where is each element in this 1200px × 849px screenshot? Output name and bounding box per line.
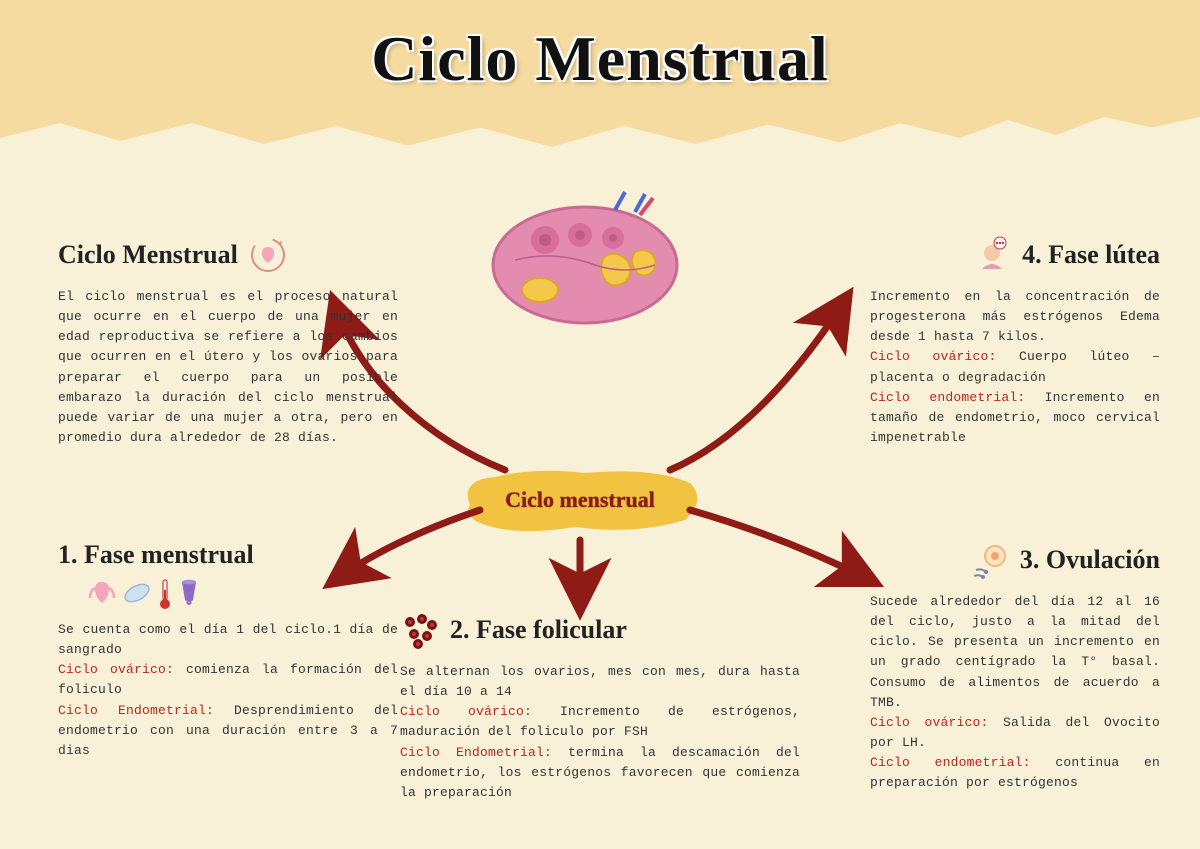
body-line: Ciclo endometrial: Incremento en tamaño … — [870, 388, 1160, 448]
body-line: Ciclo endometrial: continua en preparaci… — [870, 753, 1160, 793]
cycle-label: Ciclo ovárico: — [400, 704, 532, 719]
hub-label: Ciclo menstrual — [505, 487, 655, 513]
menstrual-body: Se cuenta como el día 1 del ciclo.1 día … — [58, 620, 398, 761]
page-title: Ciclo Menstrual — [371, 22, 829, 96]
cycle-label: Ciclo ovárico: — [870, 715, 989, 730]
cycle-label: Ciclo ovárico: — [58, 662, 174, 677]
cup-icon — [178, 578, 200, 610]
body-line: Ciclo ovárico: comienza la formación del… — [58, 660, 398, 700]
folicular-title-row: 2. Fase folicular — [400, 610, 800, 650]
cycle-label: Ciclo endometrial: — [870, 755, 1031, 770]
section-ovulacion: 3. Ovulación Sucede alrededor del día 12… — [870, 540, 1160, 793]
section-menstrual: 1. Fase menstrual Se cuenta como el día … — [58, 540, 398, 761]
folicular-title: 2. Fase folicular — [450, 615, 627, 645]
lutea-title: 4. Fase lútea — [1022, 240, 1160, 270]
cycle-label: Ciclo endometrial: — [870, 390, 1025, 405]
intro-title: Ciclo Menstrual — [58, 240, 238, 270]
cycle-label: Ciclo Endometrial: — [400, 745, 552, 760]
body-line: Se alternan los ovarios, mes con mes, du… — [400, 662, 800, 702]
ovulacion-title: 3. Ovulación — [1020, 545, 1160, 575]
body-line: Sucede alrededor del día 12 al 16 del ci… — [870, 592, 1160, 713]
uterus-icon — [88, 578, 116, 610]
body-line: Incremento en la concentración de proges… — [870, 287, 1160, 347]
uterus-cycle-icon — [248, 235, 288, 275]
ovulacion-body: Sucede alrededor del día 12 al 16 del ci… — [870, 592, 1160, 793]
body-line: Ciclo ovárico: Cuerpo lúteo – placenta o… — [870, 347, 1160, 387]
folicular-body: Se alternan los ovarios, mes con mes, du… — [400, 662, 800, 803]
body-line: Ciclo ovárico: Incremento de estrógenos,… — [400, 702, 800, 742]
cycle-label: Ciclo ovárico: — [870, 349, 997, 364]
intro-title-row: Ciclo Menstrual — [58, 235, 398, 275]
lutea-title-row: 4. Fase lútea — [870, 235, 1160, 275]
section-folicular: 2. Fase folicular Se alternan los ovario… — [400, 610, 800, 803]
cycle-label: Ciclo Endometrial: — [58, 703, 214, 718]
lutea-body: Incremento en la concentración de proges… — [870, 287, 1160, 448]
thermometer-icon — [158, 578, 172, 610]
body-line: Ciclo Endometrial: Desprendimiento del e… — [58, 701, 398, 761]
center-hub: Ciclo menstrual — [455, 465, 705, 535]
blood-cells-icon — [400, 610, 440, 650]
body-line: Ciclo ovárico: Salida del Ovocito por LH… — [870, 713, 1160, 753]
menstrual-title-row: 1. Fase menstrual — [58, 540, 398, 570]
pad-icon — [122, 578, 152, 610]
section-lutea: 4. Fase lútea Incremento en la concentra… — [870, 235, 1160, 448]
menstrual-title: 1. Fase menstrual — [58, 540, 254, 570]
menstrual-icons — [88, 578, 398, 610]
ovulacion-title-row: 3. Ovulación — [870, 540, 1160, 580]
section-intro: Ciclo Menstrual El ciclo menstrual es el… — [58, 235, 398, 448]
ovary-illustration — [485, 190, 685, 330]
ovum-sperm-icon — [970, 540, 1010, 580]
girl-thinking-icon — [972, 235, 1012, 275]
intro-text: El ciclo menstrual es el proceso natural… — [58, 287, 398, 448]
body-line: Ciclo Endometrial: termina la descamació… — [400, 743, 800, 803]
body-line: Se cuenta como el día 1 del ciclo.1 día … — [58, 620, 398, 660]
